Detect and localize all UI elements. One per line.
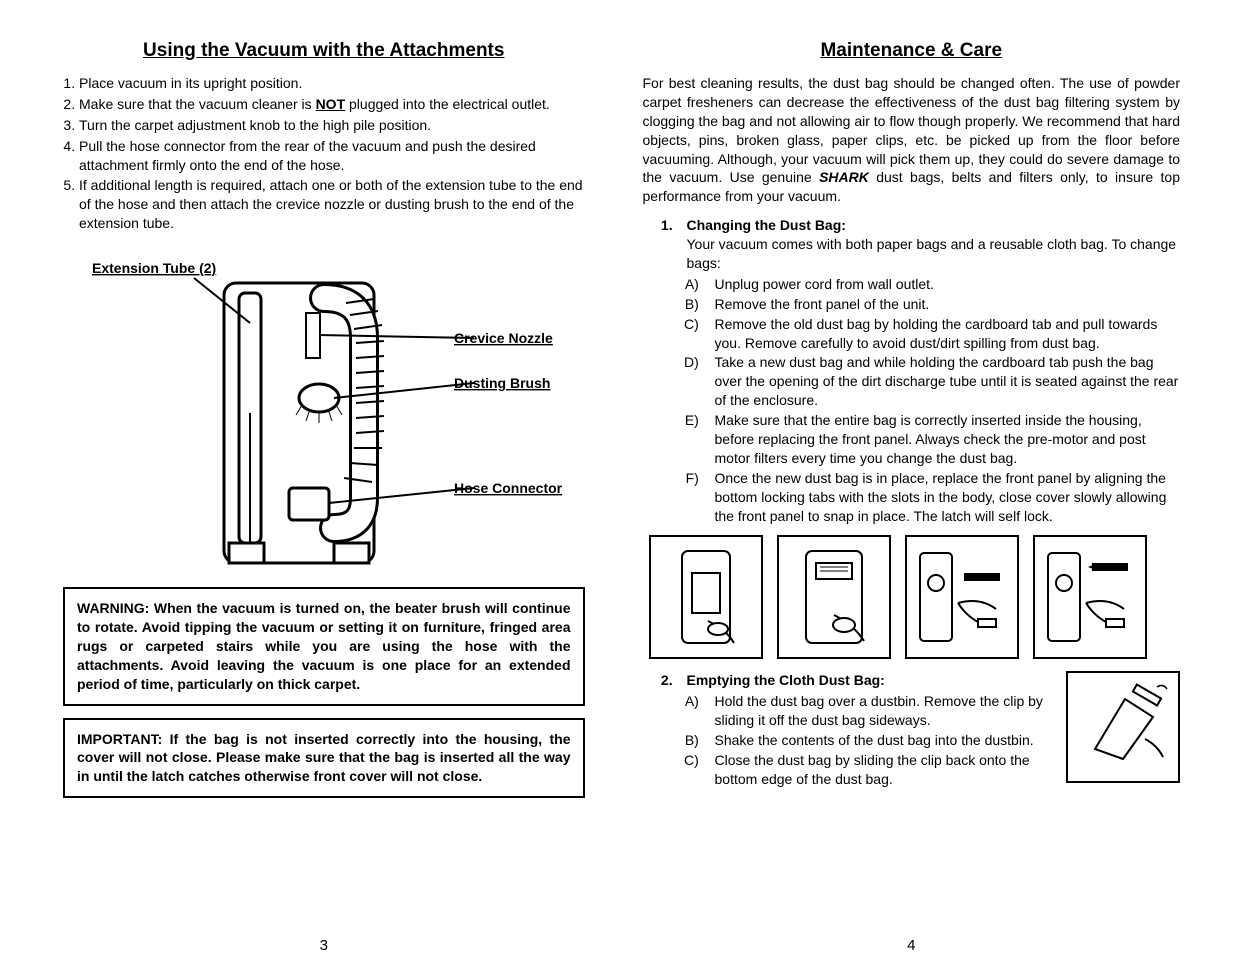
right-title: Maintenance & Care xyxy=(643,40,1181,62)
step-2: Make sure that the vacuum cleaner is NOT… xyxy=(79,95,593,114)
left-page: Using the Vacuum with the Attachments Pl… xyxy=(30,30,618,944)
section2-head: Emptying the Cloth Dust Bag: xyxy=(687,672,885,688)
section2-steps: Hold the dust bag over a dustbin. Remove… xyxy=(687,692,1055,788)
right-page-number: 4 xyxy=(618,937,1206,954)
s1-b: Remove the front panel of the unit. xyxy=(711,295,1181,314)
s1-e: Make sure that the entire bag is correct… xyxy=(711,411,1181,468)
fig-step-3 xyxy=(905,535,1019,659)
s2-a: Hold the dust bag over a dustbin. Remove… xyxy=(711,692,1055,730)
fig-step-1 xyxy=(649,535,763,659)
step-4: Pull the hose connector from the rear of… xyxy=(79,137,593,175)
attachment-steps: Place vacuum in its upright position. Ma… xyxy=(55,74,593,233)
right-page: Maintenance & Care For best cleaning res… xyxy=(618,30,1206,944)
maintenance-sections-2: Emptying the Cloth Dust Bag: Hold the du… xyxy=(643,671,1181,789)
s1-f: Once the new dust bag is in place, repla… xyxy=(711,469,1181,526)
step-3: Turn the carpet adjustment knob to the h… xyxy=(79,116,593,135)
section-changing-dust-bag: Changing the Dust Bag: Your vacuum comes… xyxy=(677,216,1181,525)
s1-c: Remove the old dust bag by holding the c… xyxy=(711,315,1181,353)
s2-c: Close the dust bag by sliding the clip b… xyxy=(711,751,1055,789)
s2-b: Shake the contents of the dust bag into … xyxy=(711,731,1055,750)
s1-d: Take a new dust bag and while holding th… xyxy=(711,353,1181,410)
section1-intro: Your vacuum comes with both paper bags a… xyxy=(687,236,1177,271)
vacuum-diagram-svg: Extension Tube (2) Crevice Nozzle Dustin… xyxy=(74,243,574,573)
attachment-diagram: Extension Tube (2) Crevice Nozzle Dustin… xyxy=(55,243,593,573)
section1-steps: Unplug power cord from wall outlet. Remo… xyxy=(687,275,1181,526)
brand-name: SHARK xyxy=(819,169,869,185)
manual-spread: Using the Vacuum with the Attachments Pl… xyxy=(0,0,1235,954)
section1-head: Changing the Dust Bag: xyxy=(687,217,846,233)
bag-change-figures xyxy=(649,535,1181,659)
step-1: Place vacuum in its upright position. xyxy=(79,74,593,93)
left-title: Using the Vacuum with the Attachments xyxy=(55,40,593,62)
label-crevice-nozzle: Crevice Nozzle xyxy=(454,330,553,346)
label-hose-connector: Hose Connector xyxy=(454,480,563,496)
label-extension-tube: Extension Tube (2) xyxy=(92,260,216,276)
section-emptying-cloth-bag: Emptying the Cloth Dust Bag: Hold the du… xyxy=(677,671,1181,789)
not-emphasis: NOT xyxy=(316,96,346,112)
step-5: If additional length is required, attach… xyxy=(79,176,593,233)
label-dusting-brush: Dusting Brush xyxy=(454,375,550,391)
warning-box: WARNING: When the vacuum is turned on, t… xyxy=(63,587,585,705)
fig-cloth-bag xyxy=(1066,671,1180,783)
left-page-number: 3 xyxy=(30,937,618,954)
maintenance-sections: Changing the Dust Bag: Your vacuum comes… xyxy=(643,216,1181,525)
fig-step-4 xyxy=(1033,535,1147,659)
fig-step-2 xyxy=(777,535,891,659)
important-box: IMPORTANT: If the bag is not inserted co… xyxy=(63,718,585,799)
maintenance-intro: For best cleaning results, the dust bag … xyxy=(643,74,1181,206)
s1-a: Unplug power cord from wall outlet. xyxy=(711,275,1181,294)
